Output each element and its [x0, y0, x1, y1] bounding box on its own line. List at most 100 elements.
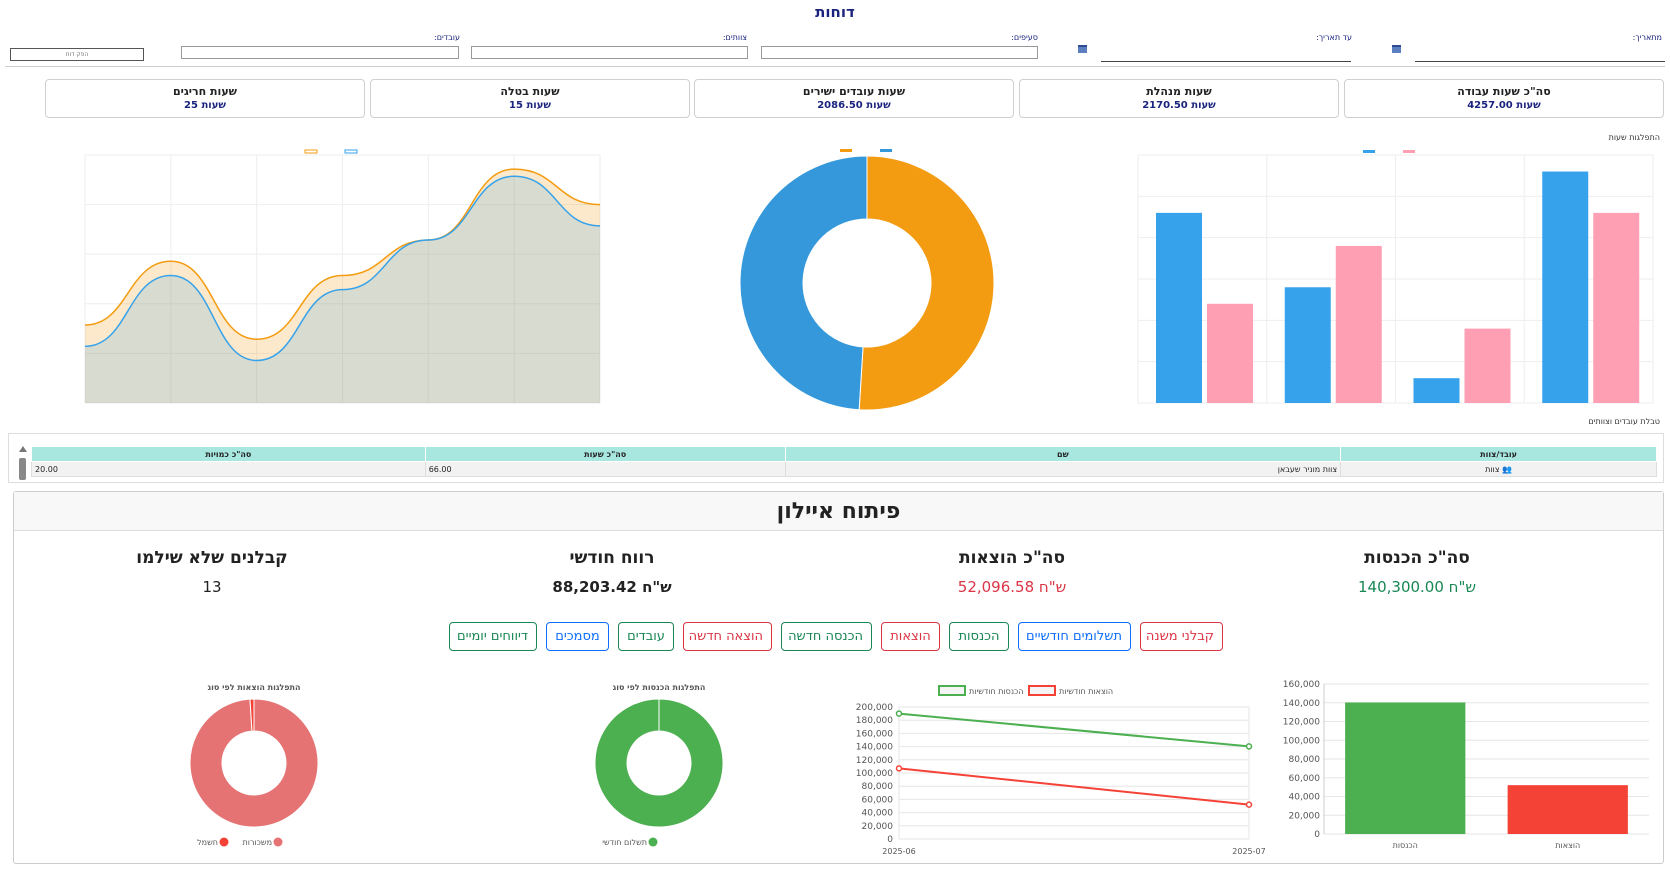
y-tick-label: 200,000	[856, 703, 893, 713]
series-line	[898, 767, 1250, 806]
project-title: פיתוח איילון	[14, 492, 1663, 531]
workers-label: עובדים:	[434, 33, 460, 42]
y-tick-label: 0	[1314, 830, 1320, 840]
table-caption: טבלת עובדים וצוותים	[1588, 417, 1660, 426]
bar	[1507, 785, 1628, 834]
y-tick-label: 20,000	[1289, 811, 1321, 821]
stat-card-exception-hours: שעות חריגים 25 שעות	[45, 79, 365, 118]
from-date-input[interactable]	[1415, 61, 1665, 62]
subcontractors-button[interactable]: קבלני משנה	[1140, 622, 1223, 651]
bar	[1413, 378, 1460, 403]
y-tick-label: 80,000	[862, 782, 894, 792]
legend-swatch	[1363, 150, 1375, 153]
scroll-thumb[interactable]	[19, 458, 26, 480]
workers-select[interactable]	[181, 46, 459, 59]
kpi-title: קבלנים שלא שילמו	[136, 548, 288, 568]
kpi-title: סה"כ הוצאות	[958, 548, 1066, 568]
y-tick-label: 80,000	[1289, 755, 1321, 765]
scroll-up-icon[interactable]	[19, 446, 27, 452]
y-tick-label: 140,000	[856, 743, 893, 753]
bar	[1156, 212, 1202, 403]
legend-label: משכורות	[243, 838, 272, 847]
teams-label: צוותים:	[722, 33, 747, 42]
from-date-label: מתאריך:	[1632, 33, 1662, 42]
bar	[1464, 328, 1511, 403]
stat-card-management-hours: שעות מנהלת 2170.50 שעות	[1019, 79, 1339, 118]
cell-name: צוות מוניר שעבאן	[784, 461, 1342, 477]
data-point	[1245, 801, 1253, 808]
y-tick-label: 100,000	[856, 769, 893, 779]
y-tick-label: 40,000	[1289, 793, 1321, 803]
column-header[interactable]: שם	[784, 446, 1342, 462]
bar-chart-hours	[1137, 150, 1654, 404]
legend-label: הכנסות חודשיות	[969, 687, 1024, 696]
column-header[interactable]: עובד/צוות	[1340, 446, 1657, 462]
stat-card-title: שעות בטלה	[500, 85, 560, 98]
stat-card-value: 4257.00 שעות	[1467, 100, 1541, 111]
kpi-total-expenses: סה"כ הוצאות 52,096.58 ש"ח	[832, 548, 1192, 596]
daily-reports-button[interactable]: דיווחים יומיים	[449, 622, 537, 651]
documents-button[interactable]: מסמכים	[546, 622, 609, 651]
cell-type: 👥 צוות	[1340, 461, 1657, 477]
x-tick-label: הוצאות	[1555, 841, 1580, 850]
x-tick-label: 2025-07	[1232, 847, 1265, 856]
area-chart-hours	[84, 149, 601, 404]
sections-select[interactable]	[761, 46, 1038, 59]
kpi-value: 13	[202, 578, 222, 596]
data-point	[895, 765, 903, 772]
y-tick-label: 120,000	[1283, 718, 1320, 728]
stat-card-title: שעות עובדים ישירים	[802, 85, 906, 98]
donut-chart-income: התפלגות הכנסות לפי סוג תשלום חודשי	[594, 683, 724, 847]
bar-chart-income-expense: 0 20,000 40,000 60,000 80,000 100,000 120,000 1…	[1283, 680, 1649, 850]
new-expense-button[interactable]: הוצאה חדשה	[683, 622, 772, 651]
column-header[interactable]: סה"כ שעות	[424, 446, 786, 462]
donut-slice	[249, 698, 255, 732]
kpi-monthly-profit: רווח חודשי 88,203.42 ש"ח	[432, 548, 792, 596]
legend-dot	[648, 837, 658, 847]
stat-card-value: 2170.50 שעות	[1142, 100, 1216, 111]
bar	[1542, 171, 1589, 403]
y-tick-label: 0	[887, 835, 893, 845]
table-row[interactable]: 👥 צוות צוות מוניר שעבאן 66.00 20.00	[31, 461, 1657, 477]
series-line	[898, 712, 1250, 748]
stat-card-value: 15 שעות	[509, 100, 551, 111]
stat-card-direct-worker-hours: שעות עובדים ישירים 2086.50 שעות	[694, 79, 1014, 118]
kpi-title: רווח חודשי	[569, 548, 655, 568]
legend-dot	[219, 837, 229, 847]
cell-quantity: 20.00	[31, 461, 426, 477]
series-line	[84, 168, 601, 340]
legend-swatch	[304, 149, 318, 154]
calendar-icon[interactable]	[1078, 45, 1087, 53]
kpi-title: סה"כ הכנסות	[1364, 548, 1470, 568]
table-scrollbar[interactable]	[19, 446, 27, 484]
team-icon: 👥	[1502, 464, 1512, 474]
column-header[interactable]: סה"כ כמויות	[31, 446, 426, 462]
calendar-icon[interactable]	[1392, 45, 1401, 53]
bar	[1345, 702, 1466, 834]
kpi-value: 88,203.42 ש"ח	[552, 578, 672, 596]
bar	[1593, 212, 1640, 403]
chart-title: התפלגות הוצאות לפי סוג	[208, 683, 301, 692]
to-date-input[interactable]	[1101, 61, 1351, 62]
kpi-value: 52,096.58 ש"ח	[957, 578, 1067, 596]
workers-button[interactable]: עובדים	[618, 622, 674, 651]
donut-slice	[858, 155, 995, 410]
series-line	[84, 175, 601, 362]
hours-distribution-caption: התפלגות שעות	[1608, 133, 1660, 142]
bar	[1335, 245, 1382, 403]
donut-chart-expenses: התפלגות הוצאות לפי סוג משכורות חשמל	[189, 683, 319, 847]
x-tick-label: 2025-06	[882, 847, 915, 856]
cell-hours: 66.00	[424, 461, 786, 477]
expenses-button[interactable]: הוצאות	[881, 622, 940, 651]
stat-card-idle-hours: שעות בטלה 15 שעות	[370, 79, 690, 118]
legend-swatch	[840, 149, 852, 152]
data-point	[895, 710, 903, 717]
line-chart-monthly: 0 20,000 40,000 60,000 80,000 100,000 120,000 1…	[856, 685, 1266, 856]
generate-report-button[interactable]: הפק דוח	[10, 48, 144, 61]
monthly-payments-button[interactable]: תשלומים חודשיים	[1018, 622, 1131, 651]
new-income-button[interactable]: הכנסה חדשה	[781, 622, 872, 651]
y-tick-label: 60,000	[1289, 774, 1321, 784]
bar	[1207, 303, 1253, 403]
incomes-button[interactable]: הכנסות	[949, 622, 1009, 651]
teams-select[interactable]	[471, 46, 748, 59]
